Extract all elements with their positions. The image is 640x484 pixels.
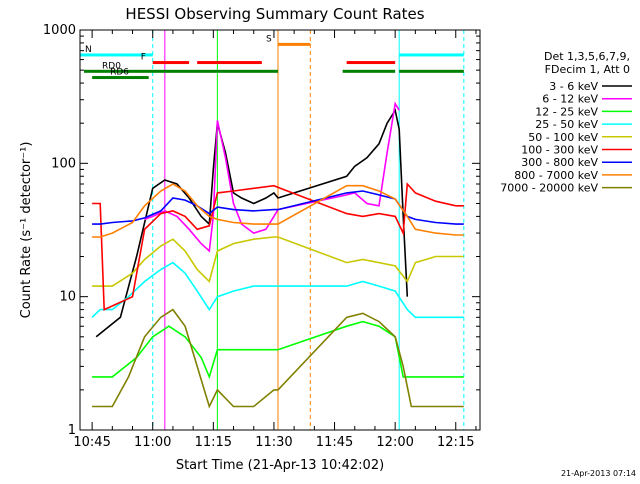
x-tick-label: 11:00	[134, 435, 171, 450]
legend-entry-label: 6 - 12 keV	[542, 93, 598, 106]
state-bar-rd6-0	[92, 76, 149, 80]
legend-header-line: FDecim 1, Att 0	[545, 63, 630, 76]
legend-entry-label: 7000 - 20000 keV	[500, 182, 598, 195]
state-bar-f-1	[197, 61, 262, 65]
series-line-0	[95, 108, 409, 338]
series-line-1	[144, 101, 400, 253]
state-bar-f-0	[152, 61, 190, 65]
state-label-f: F	[141, 53, 146, 63]
legend-header-line: Det 1,3,5,6,7,9,	[544, 50, 630, 63]
series-line-6	[92, 190, 464, 225]
series-line-2	[92, 320, 464, 380]
legend-entry-label: 100 - 300 keV	[521, 144, 598, 157]
series-line-4	[92, 236, 464, 287]
state-bar-f-2	[346, 61, 396, 65]
y-tick-label: 1000	[43, 23, 76, 38]
series-line-7	[92, 183, 464, 238]
x-tick-label: 11:45	[316, 435, 353, 450]
x-axis-label: Start Time (21-Apr-13 10:42:02)	[176, 458, 384, 473]
legend-entry-label: 800 - 7000 keV	[514, 169, 598, 182]
state-label-rd0: RD0	[102, 61, 121, 71]
legend-entry-label: 25 - 50 keV	[535, 118, 598, 131]
legend-entry-label: 50 - 100 keV	[528, 131, 598, 144]
y-tick-label: 10	[59, 290, 76, 305]
plot-frame	[79, 29, 481, 431]
footer-timestamp: 21-Apr-2013 07:14	[561, 469, 636, 478]
series-line-3	[91, 261, 464, 319]
chart-title: HESSI Observing Summary Count Rates	[125, 5, 424, 23]
state-label-s: S	[266, 34, 272, 44]
x-tick-label: 11:30	[255, 435, 292, 450]
legend-entry-label: 300 - 800 keV	[521, 156, 598, 169]
state-bar-s-0	[277, 42, 311, 46]
state-bar-n-1	[399, 53, 464, 57]
legend-entry-label: 12 - 25 keV	[535, 105, 598, 118]
legend-entry-label: 3 - 6 keV	[549, 80, 598, 93]
state-bar-rd0-3	[399, 69, 464, 73]
state-bar-rd0-0	[84, 69, 218, 73]
state-label-rd6: RD6	[110, 68, 129, 78]
state-label-n: N	[85, 45, 92, 55]
x-tick-label: 10:45	[73, 435, 110, 450]
y-tick-label: 1	[68, 423, 76, 438]
axis-ticks: 1 10 100 1000 10:45 11:00 11:15 11:30 11:45 12:00…	[43, 23, 480, 450]
series-line-8	[92, 308, 464, 409]
x-tick-label: 11:15	[195, 435, 232, 450]
series-line-5	[92, 182, 464, 311]
x-tick-label: 12:00	[376, 435, 413, 450]
x-tick-label: 12:15	[437, 435, 474, 450]
y-tick-label: 100	[51, 156, 76, 171]
state-bar-rd0-2	[342, 69, 396, 73]
state-bar-n-0	[80, 53, 153, 57]
state-bar-rd0-1	[217, 69, 278, 73]
legend: Det 1,3,5,6,7,9,FDecim 1, Att 0 3 - 6 keV…	[500, 50, 632, 195]
y-axis-label: Count Rate (s⁻¹ detector⁻¹)	[19, 142, 34, 319]
